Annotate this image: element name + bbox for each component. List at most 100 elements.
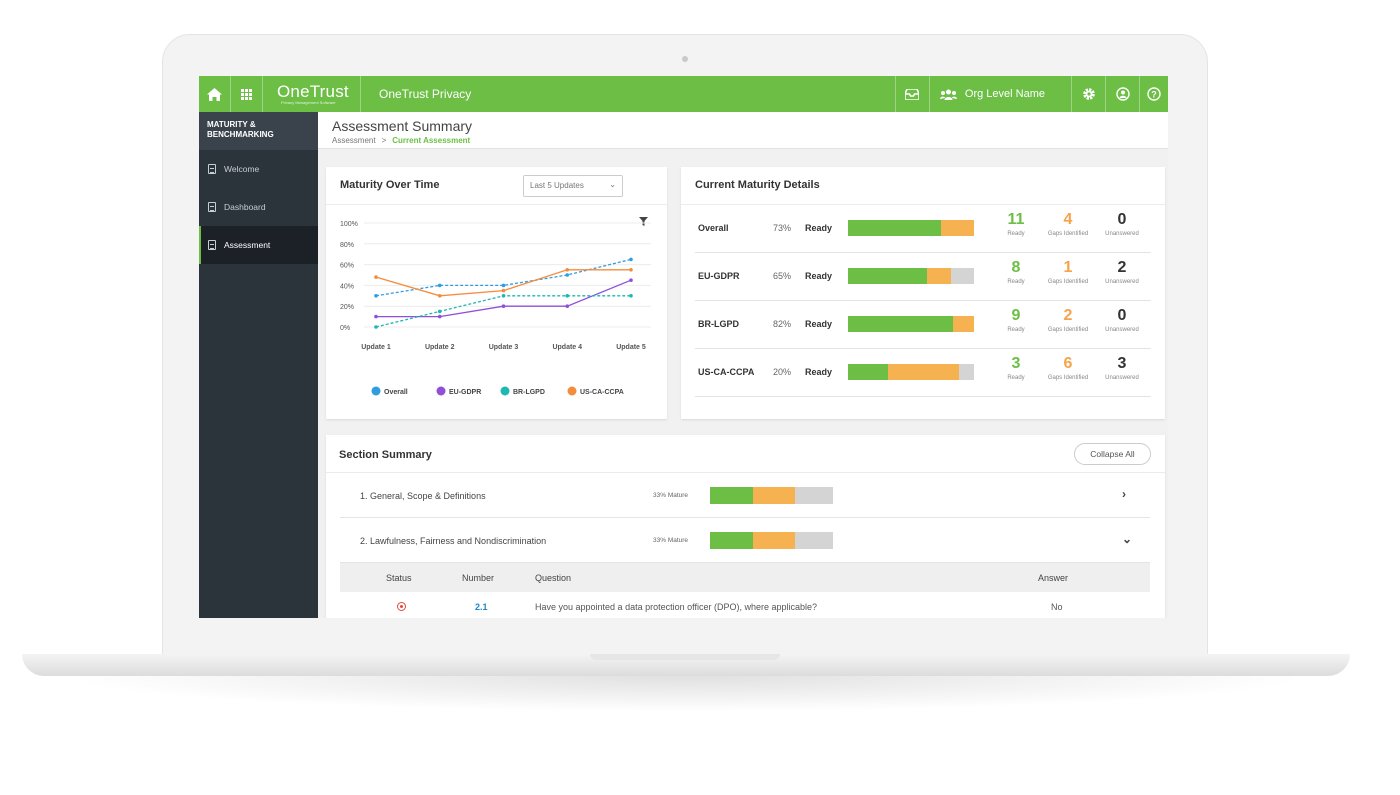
chevron-down-icon[interactable]: ⌄ <box>1122 532 1133 546</box>
legend-swatch <box>567 386 577 396</box>
updates-select[interactable]: Last 5 Updates ⌄ <box>523 175 623 197</box>
gaps-count: 6 Gaps Identified <box>1047 355 1089 381</box>
legend-label: Overall <box>384 389 408 396</box>
ready-segment <box>848 316 953 332</box>
ready-count: 9 Ready <box>1007 307 1025 333</box>
breadcrumb: Assessment > Current Assessment <box>332 136 1154 145</box>
ready-count: 3 Ready <box>1007 355 1025 381</box>
breadcrumb-link[interactable]: Assessment <box>332 136 376 145</box>
laptop-notch <box>590 654 780 660</box>
section-progress-bar <box>710 532 833 549</box>
org-selector[interactable]: Org Level Name <box>928 76 1071 112</box>
column-header: Answer <box>1038 573 1069 583</box>
document-icon <box>208 202 216 212</box>
unanswered-count: 3 Unanswered <box>1105 355 1139 381</box>
data-point <box>374 294 378 298</box>
table-row[interactable]: 2.1 Have you appointed a data protection… <box>340 592 1150 618</box>
ready-segment <box>848 268 928 284</box>
gaps-count: 2 Gaps Identified <box>1047 307 1089 333</box>
gap-segment <box>753 487 795 504</box>
sidebar-item-label: Dashboard <box>224 202 266 212</box>
document-icon <box>208 164 216 174</box>
breadcrumb-current: Current Assessment <box>392 136 471 145</box>
data-point <box>374 325 378 329</box>
brand-logo[interactable]: OneTrust Privacy Management Software <box>263 76 361 112</box>
framework-label: Overall <box>698 223 729 233</box>
question-table-header: Status Number Question Answer <box>340 563 1150 592</box>
data-point <box>501 294 506 298</box>
y-tick-label: 20% <box>340 304 354 311</box>
framework-label: EU-GDPR <box>698 271 740 281</box>
section-row[interactable]: 1. General, Scope & Definitions 33% Matu… <box>340 473 1150 518</box>
app-grid-icon[interactable] <box>231 76 263 112</box>
top-bar: OneTrust Privacy Management Software One… <box>199 76 1168 112</box>
y-tick-label: 40% <box>340 283 354 290</box>
user-profile-icon[interactable] <box>1105 76 1139 112</box>
maturity-percent: 20% <box>773 367 792 377</box>
ready-segment <box>710 532 754 549</box>
page-title: Assessment Summary <box>332 118 473 134</box>
unanswered-count: 0 Unanswered <box>1105 211 1139 237</box>
sidebar-item-welcome[interactable]: Welcome <box>199 150 318 188</box>
inbox-icon[interactable] <box>894 76 929 112</box>
maturity-percent: 82% <box>773 319 792 329</box>
series-line <box>375 295 631 328</box>
card-title: Current Maturity Details <box>695 179 820 191</box>
column-header: Question <box>535 573 572 583</box>
gap-segment <box>927 268 952 284</box>
home-icon[interactable] <box>199 76 231 112</box>
maturity-progress-bar <box>848 364 974 380</box>
y-tick-label: 80% <box>340 242 354 249</box>
maturity-percent: 73% <box>773 223 792 233</box>
maturity-percent: 65% <box>773 271 792 281</box>
ready-count: 11 Ready <box>1007 211 1025 237</box>
brand-name: OneTrust <box>277 81 349 101</box>
document-icon <box>208 240 216 250</box>
gear-icon[interactable] <box>1071 76 1105 112</box>
gap-segment <box>753 532 795 549</box>
maturity-progress-bar <box>848 268 974 284</box>
data-point <box>437 294 442 298</box>
framework-label: US-CA-CCPA <box>698 367 755 377</box>
unanswered-count: 2 Unanswered <box>1105 259 1139 285</box>
maturity-row: BR-LGPD 82% Ready 9 Ready 2 Gaps Identified 0 Un… <box>695 301 1151 349</box>
card-title: Maturity Over Time <box>340 179 440 191</box>
maturity-status: Ready <box>805 271 833 281</box>
status-error-icon <box>397 602 406 611</box>
divider <box>326 472 1165 473</box>
data-point <box>501 304 506 308</box>
legend-swatch <box>436 386 446 396</box>
question-number-link[interactable]: 2.1 <box>475 602 488 612</box>
legend-label: US-CA-CCPA <box>580 389 624 396</box>
x-tick-label: Update 1 <box>361 344 391 351</box>
x-tick-label: Update 5 <box>616 344 646 351</box>
gaps-count: 4 Gaps Identified <box>1047 211 1089 237</box>
users-icon <box>939 89 957 100</box>
gap-segment <box>952 316 974 332</box>
x-tick-label: Update 4 <box>552 344 582 351</box>
section-maturity: 33% Mature <box>653 537 689 544</box>
camera-dot <box>682 56 688 62</box>
ready-segment <box>848 220 942 236</box>
maturity-status: Ready <box>805 223 833 233</box>
maturity-progress-bar <box>848 316 974 332</box>
maturity-row: EU-GDPR 65% Ready 8 Ready 1 Gaps Identified 2 Un… <box>695 253 1151 301</box>
collapse-all-button[interactable]: Collapse All <box>1074 443 1151 465</box>
column-header: Status <box>386 573 412 583</box>
data-point <box>501 283 506 288</box>
data-point <box>374 314 378 319</box>
section-row[interactable]: 2. Lawfulness, Fairness and Nondiscrimin… <box>340 518 1150 563</box>
sidebar-item-dashboard[interactable]: Dashboard <box>199 188 318 226</box>
ready-segment <box>710 487 754 504</box>
chevron-right-icon[interactable]: › <box>1122 487 1126 501</box>
answer-value: No <box>1051 602 1063 612</box>
help-icon[interactable]: ? <box>1139 76 1168 112</box>
section-summary-card: Section Summary Collapse All 1. General,… <box>326 435 1165 618</box>
sidebar-item-assessment[interactable]: Assessment <box>199 226 318 264</box>
legend-swatch <box>371 386 381 396</box>
select-value: Last 5 Updates <box>530 181 584 190</box>
laptop-shadow <box>60 676 1310 712</box>
legend-swatch <box>500 386 510 396</box>
page-header: Assessment Summary Assessment > Current As… <box>318 112 1168 149</box>
ready-segment <box>848 364 889 380</box>
